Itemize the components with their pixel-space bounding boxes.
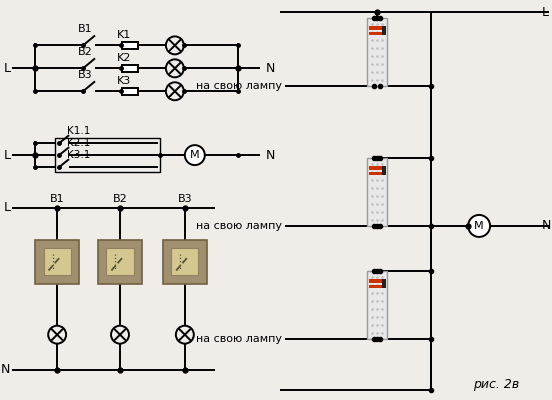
Bar: [383, 26, 386, 36]
Text: K3: K3: [117, 76, 131, 86]
Text: B2: B2: [113, 194, 128, 204]
Bar: [98, 240, 142, 284]
Bar: [122, 88, 138, 95]
Text: на свою лампу: на свою лампу: [195, 221, 282, 231]
Text: L: L: [3, 62, 10, 75]
Circle shape: [468, 215, 490, 237]
Text: K1.1: K1.1: [67, 126, 91, 136]
Text: рис. 2в: рис. 2в: [473, 378, 519, 391]
Text: K2.1: K2.1: [67, 138, 91, 148]
Text: K1: K1: [117, 30, 131, 40]
Text: B2: B2: [78, 47, 93, 57]
Bar: [369, 285, 385, 288]
Bar: [369, 26, 385, 30]
Bar: [368, 18, 388, 86]
Text: на свою лампу: на свою лампу: [195, 81, 282, 91]
Bar: [122, 65, 138, 72]
Bar: [163, 240, 207, 284]
Text: B3: B3: [78, 70, 92, 80]
Bar: [383, 166, 386, 175]
Bar: [369, 166, 385, 170]
Text: N: N: [542, 220, 551, 232]
Bar: [369, 172, 385, 175]
Bar: [107, 248, 134, 276]
Bar: [368, 271, 388, 339]
Text: K3.1: K3.1: [67, 150, 91, 160]
Text: M: M: [190, 150, 200, 160]
Bar: [55, 138, 160, 172]
Bar: [369, 32, 385, 36]
Text: L: L: [542, 6, 549, 19]
Bar: [171, 248, 199, 276]
Text: B1: B1: [78, 24, 92, 34]
Text: N: N: [266, 62, 275, 75]
Bar: [122, 42, 138, 49]
Bar: [369, 279, 385, 283]
Bar: [383, 279, 386, 288]
Text: B1: B1: [50, 194, 65, 204]
Bar: [35, 240, 79, 284]
Text: N: N: [266, 149, 275, 162]
Bar: [368, 158, 388, 226]
Text: L: L: [3, 149, 10, 162]
Text: B3: B3: [178, 194, 192, 204]
Text: L: L: [3, 202, 10, 214]
Circle shape: [185, 145, 205, 165]
Bar: [44, 248, 71, 276]
Text: M: M: [474, 221, 484, 231]
Text: K2: K2: [117, 53, 131, 63]
Text: N: N: [1, 363, 10, 376]
Text: на свою лампу: на свою лампу: [195, 334, 282, 344]
